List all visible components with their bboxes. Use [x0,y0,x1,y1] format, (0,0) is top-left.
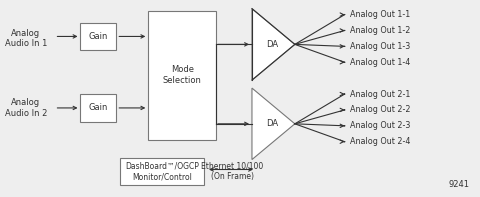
Text: Analog Out 1-1: Analog Out 1-1 [350,10,410,19]
FancyBboxPatch shape [120,158,204,185]
Text: Ethernet 10/100
(On Frame): Ethernet 10/100 (On Frame) [201,162,263,181]
Text: Mode
Selection: Mode Selection [163,65,202,85]
Text: Analog Out 1-3: Analog Out 1-3 [350,42,410,51]
Text: Gain: Gain [89,103,108,112]
Text: DA: DA [266,119,278,128]
Text: Analog
Audio In 2: Analog Audio In 2 [5,98,47,118]
Text: Analog Out 1-4: Analog Out 1-4 [350,58,410,67]
Polygon shape [252,9,295,80]
Text: Analog Out 2-2: Analog Out 2-2 [350,105,410,114]
Text: Analog Out 2-1: Analog Out 2-1 [350,89,410,98]
FancyBboxPatch shape [81,94,116,122]
FancyBboxPatch shape [81,22,116,50]
Text: DashBoard™/OGCP
Monitor/Control: DashBoard™/OGCP Monitor/Control [125,162,199,181]
Text: Analog Out 1-2: Analog Out 1-2 [350,26,410,35]
Text: Analog Out 2-3: Analog Out 2-3 [350,121,410,130]
Text: Gain: Gain [89,32,108,41]
FancyBboxPatch shape [148,11,216,140]
Text: 9241: 9241 [448,180,469,189]
Text: Analog
Audio In 1: Analog Audio In 1 [5,29,47,48]
Text: Analog Out 2-4: Analog Out 2-4 [350,137,410,146]
Text: DA: DA [266,40,278,49]
Polygon shape [252,88,295,160]
